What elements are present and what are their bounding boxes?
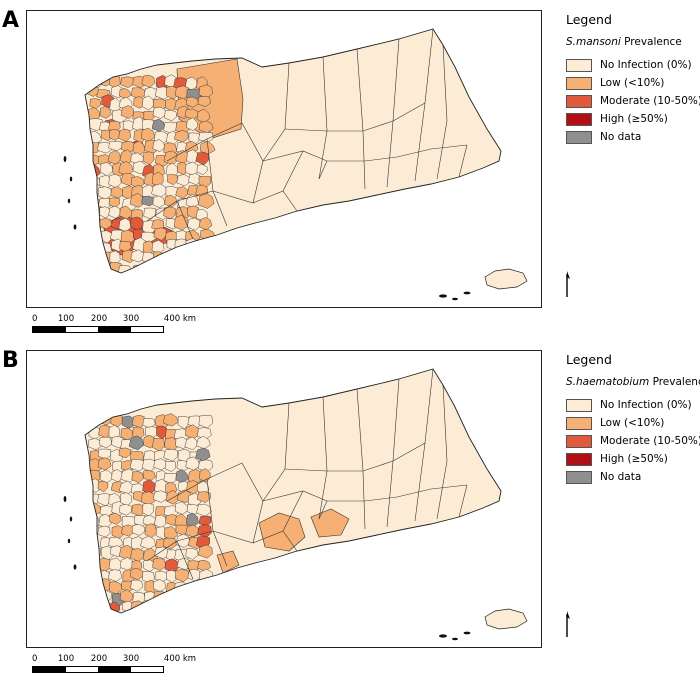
legend: Legend S.haematobium Prevalence No Infec… xyxy=(566,352,700,486)
legend-label: High (≥50%) xyxy=(600,453,668,465)
swatch-moderate xyxy=(566,434,592,448)
legend-label: Moderate (10-50%) xyxy=(600,435,700,447)
legend-label: No data xyxy=(600,471,642,483)
legend-label: No Infection (0%) xyxy=(600,399,692,411)
scale-labels: 0 100 200 300 400 km xyxy=(32,654,232,666)
species-name: S.mansoni xyxy=(566,36,621,48)
swatch-no-infection xyxy=(566,58,592,72)
subtitle-suffix: Prevalence xyxy=(652,376,700,388)
legend-subtitle: S.haematobium Prevalence xyxy=(566,376,700,388)
scale-tick-400: 400 km xyxy=(163,654,197,664)
legend-item-no-infection: No Infection (0%) xyxy=(566,396,700,414)
scale-tick-100: 100 xyxy=(57,314,75,324)
legend-label: Low (<10%) xyxy=(600,77,665,89)
scale-tick-400: 400 km xyxy=(163,314,197,324)
panel-b: B Legend S.haematobium Prevalence No Inf… xyxy=(0,340,700,680)
scale-bar-graphic xyxy=(32,326,164,333)
panel-letter: B xyxy=(2,348,19,373)
panel-letter: A xyxy=(2,8,20,33)
scale-tick-0: 0 xyxy=(32,314,38,324)
legend-subtitle: S.mansoni Prevalence xyxy=(566,36,700,48)
swatch-no-infection xyxy=(566,398,592,412)
scale-bar: 0 100 200 300 400 km xyxy=(32,314,232,340)
swatch-low xyxy=(566,416,592,430)
legend-title: Legend xyxy=(566,352,612,367)
swatch-no-data xyxy=(566,130,592,144)
scale-tick-0: 0 xyxy=(32,654,38,664)
legend-title: Legend xyxy=(566,12,612,27)
species-name: S.haematobium xyxy=(566,376,650,388)
legend-item-low: Low (<10%) xyxy=(566,414,700,432)
yemen-map xyxy=(63,368,528,641)
legend-item-no-infection: No Infection (0%) xyxy=(566,56,700,74)
swatch-high xyxy=(566,452,592,466)
legend: Legend S.mansoni Prevalence No Infection… xyxy=(566,12,700,146)
legend-item-moderate: Moderate (10-50%) xyxy=(566,432,700,450)
map-frame xyxy=(26,10,542,308)
swatch-no-data xyxy=(566,470,592,484)
legend-item-no-data: No data xyxy=(566,128,700,146)
north-arrow-icon xyxy=(566,271,570,297)
legend-item-high: High (≥50%) xyxy=(566,110,700,128)
legend-item-low: Low (<10%) xyxy=(566,74,700,92)
scale-tick-300: 300 xyxy=(122,654,140,664)
legend-item-no-data: No data xyxy=(566,468,700,486)
scale-labels: 0 100 200 300 400 km xyxy=(32,314,232,326)
swatch-high xyxy=(566,112,592,126)
legend-label: High (≥50%) xyxy=(600,113,668,125)
swatch-low xyxy=(566,76,592,90)
legend-label: Moderate (10-50%) xyxy=(600,95,700,107)
panel-a: A Legend S.mansoni Prevalence No Infecti… xyxy=(0,0,700,340)
legend-item-moderate: Moderate (10-50%) xyxy=(566,92,700,110)
north-arrow-icon xyxy=(566,611,570,637)
scale-bar: 0 100 200 300 400 km xyxy=(32,654,232,680)
yemen-map xyxy=(63,28,528,301)
map-frame xyxy=(26,350,542,648)
scale-tick-300: 300 xyxy=(122,314,140,324)
legend-label: Low (<10%) xyxy=(600,417,665,429)
scale-bar-graphic xyxy=(32,666,164,673)
swatch-moderate xyxy=(566,94,592,108)
scale-tick-200: 200 xyxy=(90,654,108,664)
subtitle-suffix: Prevalence xyxy=(620,36,682,48)
legend-item-high: High (≥50%) xyxy=(566,450,700,468)
legend-label: No Infection (0%) xyxy=(600,59,692,71)
scale-tick-200: 200 xyxy=(90,314,108,324)
scale-tick-100: 100 xyxy=(57,654,75,664)
legend-label: No data xyxy=(600,131,642,143)
